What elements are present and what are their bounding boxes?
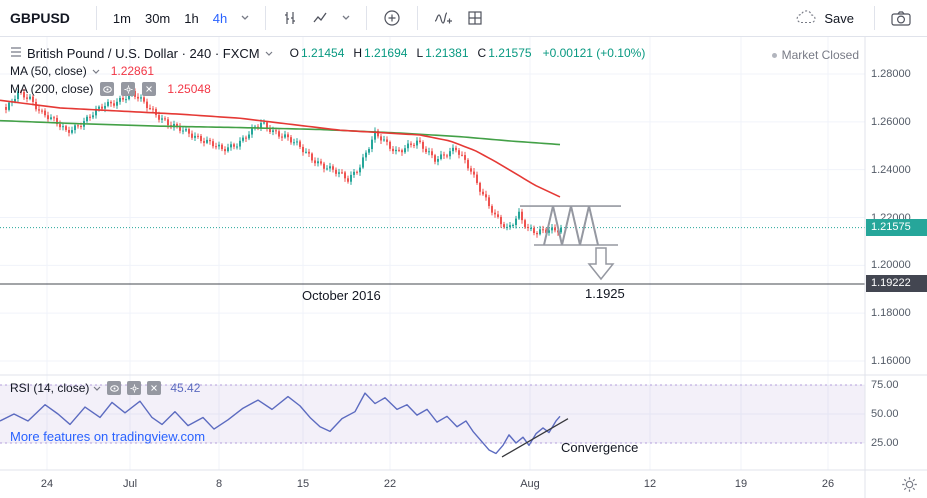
ma200-value: 1.25048	[167, 82, 211, 96]
time-axis-tick: 19	[734, 478, 748, 490]
price-axis-tick: 1.28000	[871, 68, 911, 80]
gear-icon[interactable]	[127, 381, 142, 395]
market-status: Market Closed	[771, 48, 859, 62]
high-label: H	[353, 46, 363, 60]
legend-title-row[interactable]: British Pound / U.S. Dollar · 240 · FXCM…	[10, 44, 645, 62]
close-icon[interactable]	[147, 381, 162, 395]
time-axis-tick: Aug	[520, 478, 540, 490]
eye-icon[interactable]	[100, 82, 115, 96]
time-axis-tick: Jul	[122, 478, 138, 490]
low-value: 1.21381	[425, 46, 469, 60]
save-button[interactable]: Save	[785, 6, 864, 31]
time-axis-tick: 8	[215, 478, 223, 490]
open-label: O	[289, 46, 299, 60]
close-label: C	[477, 46, 487, 60]
price-axis-tick: 1.26000	[871, 115, 911, 128]
price-axis-tick: 1.16000	[871, 355, 911, 367]
close-value: 1.21575	[488, 46, 532, 60]
price-axis-tick: 1.18000	[871, 307, 911, 320]
toolbar-separator	[874, 6, 875, 30]
rsi-label: RSI (14, close)	[10, 381, 90, 395]
last-price-badge: 1.21575	[866, 219, 927, 236]
rsi-axis-tick: 50.00	[871, 408, 899, 420]
interval-30m-button[interactable]: 30m	[144, 10, 171, 26]
rsi-axis-tick: 75.00	[871, 379, 899, 391]
symbol-title[interactable]: British Pound / U.S. Dollar · 240 · FXCM	[27, 45, 260, 61]
compare-add-icon[interactable]	[377, 5, 407, 31]
legend-menu-icon[interactable]	[10, 44, 22, 62]
toolbar-separator	[417, 6, 419, 30]
ma50-label: MA (50, close)	[10, 64, 87, 78]
save-button-label: Save	[824, 10, 854, 26]
bar-style-icon[interactable]	[276, 6, 304, 30]
market-status-label: Market Closed	[781, 48, 859, 62]
price-axis-tick: 1.24000	[871, 163, 911, 176]
ohlc-readout: O 1.21454 H 1.21694 L 1.21381 C 1.21575 …	[290, 46, 646, 60]
annotation-convergence[interactable]: Convergence	[561, 440, 639, 455]
market-status-dot-icon	[771, 52, 777, 58]
close-icon[interactable]	[142, 82, 157, 96]
time-axis-tick: 26	[821, 478, 835, 490]
gear-icon[interactable]	[121, 82, 136, 96]
tradingview-promo-link[interactable]: More features on tradingview.com	[10, 429, 206, 444]
time-axis[interactable]: 24 Jul 8 15 22 Aug 12 19 26	[0, 470, 865, 498]
rsi-chevron-down-icon[interactable]	[93, 381, 101, 395]
rsi-axis-tick: 25.00	[871, 437, 899, 449]
price-axis-tick: 1.20000	[871, 259, 911, 272]
toolbar-separator	[366, 6, 368, 30]
low-label: L	[416, 46, 424, 60]
ma200-legend-row[interactable]: MA (200, close) 1.25048	[10, 80, 645, 98]
interval-1m-button[interactable]: 1m	[112, 10, 131, 26]
title-chevron-down-icon[interactable]	[265, 44, 273, 62]
toolbar-separator	[95, 6, 97, 30]
rsi-legend-row[interactable]: RSI (14, close) 45.42	[10, 381, 200, 395]
cloud-icon	[795, 9, 817, 27]
interval-1h-button[interactable]: 1h	[184, 10, 199, 26]
high-value: 1.21694	[364, 46, 408, 60]
toolbar-separator	[265, 6, 267, 30]
open-value: 1.21454	[300, 46, 345, 60]
time-axis-tick: 12	[643, 478, 657, 490]
layout-grid-icon[interactable]	[461, 6, 489, 30]
annotation-october-2016[interactable]: October 2016	[302, 288, 381, 303]
top-toolbar: GBPUSD 1m 30m 1h 4h	[0, 0, 927, 37]
indicators-icon[interactable]	[428, 6, 459, 30]
ma200-label: MA (200, close)	[10, 82, 94, 96]
annotation-target-price[interactable]: 1.1925	[585, 286, 625, 301]
chart-settings-gear-icon[interactable]	[901, 476, 918, 498]
time-axis-tick: 22	[383, 478, 397, 490]
camera-snapshot-icon[interactable]	[885, 6, 917, 30]
ma50-value: 1.22861	[110, 64, 155, 78]
interval-chevron-down-icon[interactable]	[235, 11, 255, 25]
ma50-legend-row[interactable]: MA (50, close) 1.22861	[10, 62, 645, 80]
chart-legend: British Pound / U.S. Dollar · 240 · FXCM…	[10, 44, 645, 98]
support-level-badge: 1.19222	[866, 275, 927, 292]
interval-4h-button[interactable]: 4h	[212, 10, 228, 26]
symbol-button[interactable]: GBPUSD	[10, 10, 70, 26]
rsi-value: 45.42	[170, 381, 201, 395]
style-chevron-down-icon[interactable]	[336, 11, 356, 25]
line-style-icon[interactable]	[306, 6, 334, 30]
change-value: +0.00121 (+0.10%)	[542, 46, 646, 60]
time-axis-tick: 24	[40, 478, 54, 490]
ma50-chevron-down-icon[interactable]	[92, 64, 100, 78]
time-axis-tick: 15	[296, 478, 310, 490]
eye-icon[interactable]	[107, 381, 122, 395]
price-axis[interactable]: 1.21575 1.19222 1.28000 1.26000 1.24000 1.2…	[866, 0, 927, 498]
